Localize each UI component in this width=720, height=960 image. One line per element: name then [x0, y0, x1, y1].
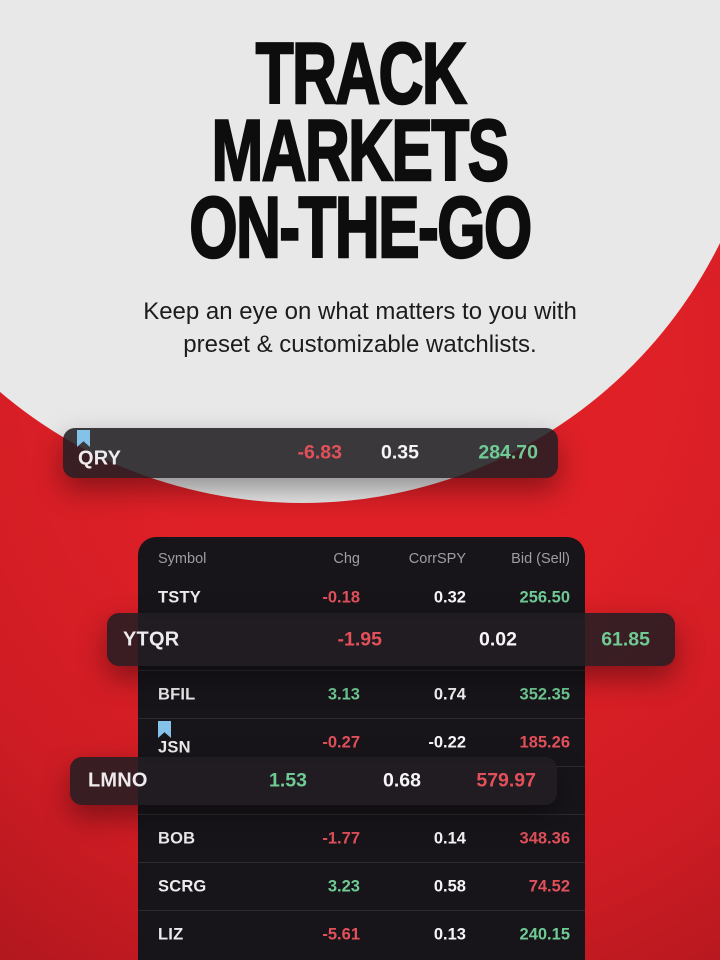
- table-row-liz[interactable]: LIZ -5.61 0.13 240.15: [138, 910, 585, 958]
- chg-value: -1.95: [337, 628, 382, 650]
- corrspy-value: 0.74: [433, 685, 466, 703]
- chg-value: 3.13: [327, 685, 360, 703]
- chg-value: -6.83: [297, 441, 342, 464]
- page-title: TRACK MARKETS ON-THE-GO: [0, 26, 720, 276]
- header-symbol: Symbol: [158, 551, 207, 568]
- bid-value: 256.50: [519, 588, 570, 607]
- table-row-scrg[interactable]: SCRG 3.23 0.58 74.52: [138, 862, 585, 910]
- symbol-label: BOB: [158, 829, 196, 847]
- watchlist-pill-qry[interactable]: QRY -6.83 0.35 284.70: [63, 428, 558, 478]
- title-line-1: TRACK: [254, 26, 467, 122]
- symbol-label: BFIL: [158, 685, 196, 703]
- bid-value: 348.36: [519, 829, 570, 847]
- table-row-tsty[interactable]: TSTY -0.18 0.32 256.50: [138, 574, 585, 622]
- chg-value: -0.18: [322, 588, 360, 607]
- watchlist-header-row: Symbol Chg CorrSPY Bid (Sell): [138, 537, 585, 574]
- symbol-label: QRY: [78, 447, 122, 470]
- header-corrspy: CorrSPY: [408, 551, 466, 568]
- watchlist-pill-lmno[interactable]: LMNO 1.53 0.68 579.97: [70, 757, 557, 805]
- symbol-label: LMNO: [88, 769, 148, 792]
- subtitle-line-1: Keep an eye on what matters to you with: [143, 298, 577, 325]
- chg-value: 3.23: [327, 877, 360, 895]
- table-row-bfil[interactable]: BFIL 3.13 0.74 352.35: [138, 670, 585, 718]
- bookmark-icon: [158, 721, 171, 738]
- bid-value: 74.52: [528, 877, 570, 895]
- corrspy-value: 0.32: [433, 588, 466, 607]
- corrspy-value: 0.58: [433, 877, 466, 895]
- symbol-label: TSTY: [158, 588, 201, 607]
- bid-value: 579.97: [476, 769, 536, 792]
- corrspy-value: 0.35: [381, 441, 419, 464]
- title-line-3: ON-THE-GO: [188, 180, 533, 276]
- bid-value: 284.70: [478, 441, 538, 464]
- corrspy-value: 0.13: [433, 925, 466, 943]
- header-bid: Bid (Sell): [511, 551, 570, 568]
- corrspy-value: 0.14: [433, 829, 466, 847]
- bookmark-icon: [77, 430, 90, 447]
- chg-value: 1.53: [269, 769, 307, 792]
- symbol-label: LIZ: [158, 925, 184, 943]
- bid-value: 61.85: [601, 628, 650, 650]
- header-chg: Chg: [333, 551, 360, 568]
- symbol-label: YTQR: [123, 628, 180, 650]
- subtitle-line-2: preset & customizable watchlists.: [183, 331, 537, 358]
- corrspy-value: -0.22: [428, 733, 466, 751]
- symbol-label: SCRG: [158, 877, 207, 895]
- table-row-bob[interactable]: BOB -1.77 0.14 348.36: [138, 814, 585, 862]
- corrspy-value: 0.02: [479, 628, 517, 650]
- bid-value: 240.15: [519, 925, 570, 943]
- watchlist-pill-ytqr[interactable]: YTQR -1.95 0.02 61.85: [107, 613, 675, 666]
- chg-value: -1.77: [322, 829, 360, 847]
- chg-value: -5.61: [322, 925, 360, 943]
- bid-value: 352.35: [519, 685, 570, 703]
- symbol-label: JSN: [158, 738, 191, 757]
- page-subtitle: Keep an eye on what matters to you with …: [0, 295, 720, 361]
- corrspy-value: 0.68: [383, 769, 421, 792]
- title-line-2: MARKETS: [211, 103, 510, 199]
- chg-value: -0.27: [322, 733, 360, 751]
- bid-value: 185.26: [519, 733, 570, 751]
- table-row-jsn[interactable]: JSN -0.27 -0.22 185.26: [138, 718, 585, 766]
- watchlist-table: Symbol Chg CorrSPY Bid (Sell) TSTY -0.18…: [138, 537, 585, 960]
